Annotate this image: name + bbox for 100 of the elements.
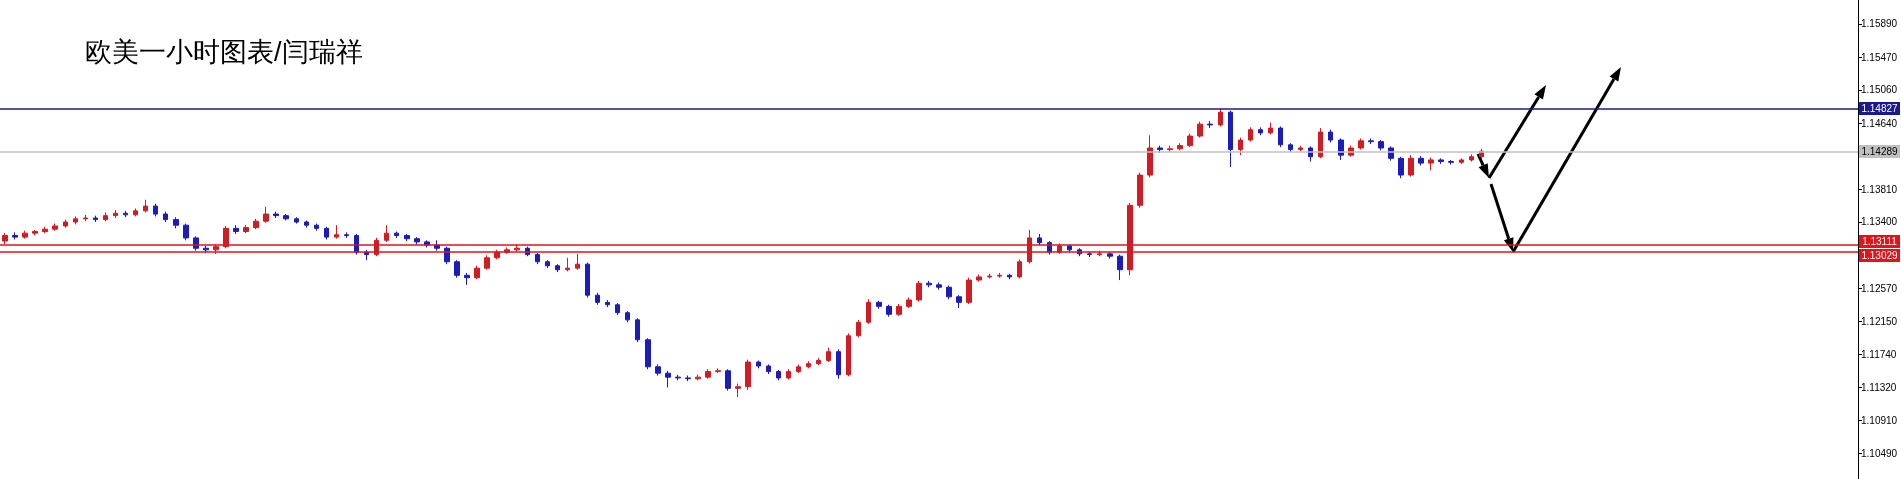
candlestick <box>143 199 148 213</box>
candlestick <box>635 317 640 343</box>
candlestick <box>786 368 791 381</box>
candlestick <box>1268 122 1273 135</box>
candlestick <box>535 252 540 265</box>
candlestick <box>1238 137 1243 156</box>
candlestick <box>263 206 269 224</box>
candlestick <box>1157 145 1163 154</box>
candlestick <box>474 265 480 280</box>
candlestick <box>585 262 590 299</box>
candlestick <box>1167 145 1173 153</box>
candlestick <box>1398 156 1404 179</box>
candlestick <box>1197 121 1203 139</box>
candlestick <box>916 280 922 303</box>
y-tick-label: 1.11320 <box>1861 382 1897 393</box>
candlestick <box>83 214 88 222</box>
candlestick <box>987 273 992 279</box>
candlestick <box>294 216 299 225</box>
y-tick-label: 1.15470 <box>1861 51 1898 63</box>
candlestick <box>615 302 620 316</box>
candlestick <box>283 213 289 221</box>
candlestick <box>404 233 410 242</box>
candlestick <box>685 375 691 382</box>
candlestick <box>826 347 831 363</box>
candlestick <box>1318 127 1323 159</box>
candlestick <box>936 281 942 291</box>
candlestick <box>1459 157 1464 165</box>
candlestick <box>1207 120 1213 129</box>
candlestick <box>665 370 671 388</box>
candlestick <box>133 207 138 217</box>
candlestick <box>73 215 78 225</box>
candlestick <box>655 363 661 377</box>
candlestick <box>12 231 18 240</box>
candlestick <box>1438 157 1444 165</box>
candlestick <box>344 231 349 239</box>
y-tick-label: 1.12570 <box>1861 282 1898 294</box>
candlestick <box>555 263 560 273</box>
candlestick <box>997 272 1002 279</box>
candlestick <box>645 337 651 370</box>
candlestick <box>1007 273 1012 280</box>
candlestick <box>545 259 550 269</box>
candlestick <box>846 332 851 377</box>
candlestick <box>93 215 98 223</box>
candlestick <box>796 363 801 374</box>
y-tick-label: 1.13400 <box>1861 216 1898 228</box>
ref-line-label: 1.13111 <box>1859 234 1900 248</box>
candlestick <box>243 224 249 234</box>
candlestick <box>756 359 761 369</box>
candlestick <box>1107 251 1113 260</box>
candlestick <box>464 272 470 286</box>
candlestick <box>896 303 902 317</box>
candlestick <box>1177 142 1183 151</box>
y-tick-label: 1.10490 <box>1861 448 1898 460</box>
candlestick <box>675 374 681 381</box>
candlestick <box>705 368 711 380</box>
candlestick <box>253 218 259 230</box>
candlestick <box>213 243 219 255</box>
candlestick <box>1218 107 1223 128</box>
candlestick <box>113 209 118 219</box>
candlestick <box>1298 145 1303 152</box>
candlestick <box>956 294 962 309</box>
candlestick <box>1428 157 1434 171</box>
y-tick-label: 1.12150 <box>1861 315 1898 327</box>
candlestick <box>1378 139 1384 151</box>
candlestick <box>1248 126 1253 143</box>
candlestick <box>1408 154 1414 178</box>
candlestick <box>1147 134 1153 178</box>
candlestick <box>314 223 319 232</box>
candlestick <box>946 285 952 300</box>
candlestick <box>32 229 38 237</box>
candlestick <box>273 211 279 219</box>
y-tick-label: 1.15890 <box>1861 18 1898 30</box>
candlestick <box>725 368 731 392</box>
candlestick <box>715 367 721 374</box>
candlestick <box>1187 133 1193 148</box>
candlestick <box>1328 129 1333 143</box>
candlestick <box>2 232 8 245</box>
ref-line-label: 1.14827 <box>1859 101 1900 115</box>
candlestick <box>766 363 771 375</box>
candlestick <box>163 211 168 223</box>
candlestick <box>414 236 420 245</box>
candlestick <box>1368 137 1374 145</box>
candlestick <box>1017 258 1022 279</box>
y-tick-label: 1.14640 <box>1861 117 1898 129</box>
candlestick <box>966 277 972 305</box>
ref-line-label: 1.14289 <box>1859 144 1900 158</box>
candlestick <box>926 280 932 288</box>
candlestick <box>63 219 68 229</box>
y-tick-label: 1.10910 <box>1861 414 1898 426</box>
candlestick <box>1137 172 1143 209</box>
y-tick-label: 1.11740 <box>1861 348 1897 360</box>
candlestick <box>22 230 28 240</box>
candlestick <box>153 203 158 217</box>
candlestick <box>565 257 570 272</box>
candlestick <box>103 211 108 222</box>
candlestick <box>1288 142 1293 153</box>
candlestick <box>866 298 871 325</box>
candlestick <box>906 297 912 309</box>
candlestick <box>806 360 811 369</box>
candlestick <box>856 319 861 338</box>
